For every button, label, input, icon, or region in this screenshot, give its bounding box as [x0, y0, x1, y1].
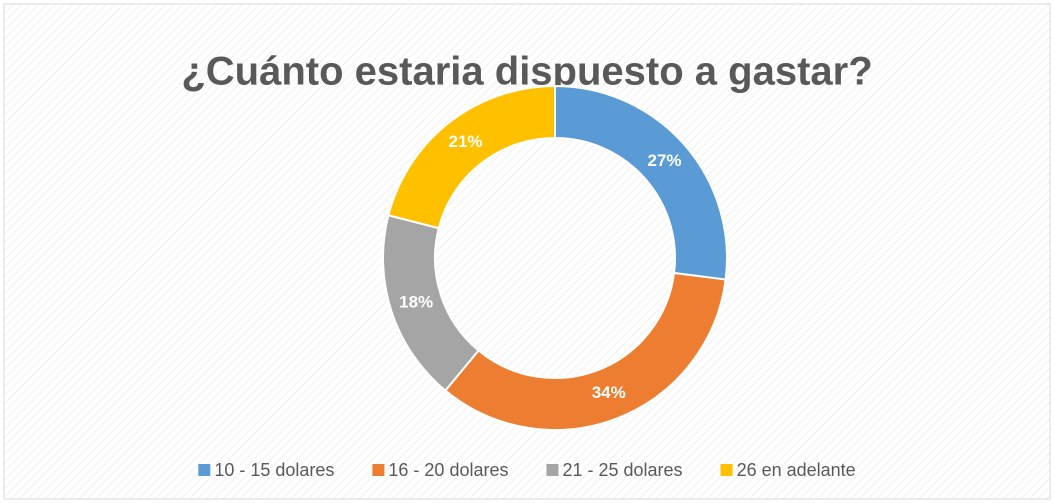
legend-label: 26 en adelante	[737, 460, 856, 480]
legend-swatch	[720, 464, 733, 476]
data-label: 34%	[592, 383, 626, 402]
donut-segment	[443, 271, 727, 431]
data-label: 27%	[648, 151, 682, 170]
donut-segment	[387, 84, 556, 230]
legend-label: 21 - 25 dolares	[562, 460, 682, 480]
legend-label: 16 - 20 dolares	[388, 460, 508, 480]
legend-swatch	[198, 464, 211, 476]
legend-swatch	[546, 464, 559, 476]
legend-swatch	[372, 464, 385, 476]
chart-title: ¿Cuánto estaria dispuesto a gastar?	[181, 50, 872, 94]
data-label: 18%	[399, 293, 433, 312]
data-label: 21%	[448, 132, 482, 151]
legend-label: 10 - 15 dolares	[214, 460, 334, 480]
